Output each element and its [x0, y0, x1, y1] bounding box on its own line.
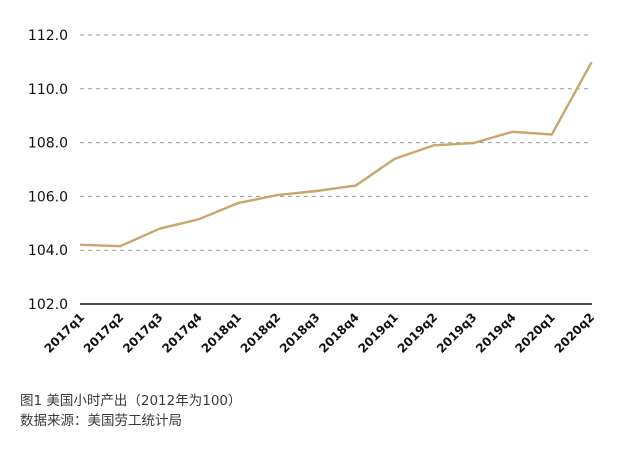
data-point-2019q2 — [432, 144, 436, 147]
x-tick-label: 2019q2 — [395, 310, 440, 355]
x-tick-label: 2019q4 — [473, 310, 518, 355]
y-tick-label: 110.0 — [28, 82, 68, 98]
data-point-2019q4 — [511, 130, 514, 134]
x-tick-label: 2018q2 — [238, 310, 283, 355]
x-tick-label: 2017q2 — [81, 310, 126, 355]
x-tick-label: 2020q1 — [512, 310, 557, 355]
x-tick-label: 2018q1 — [199, 310, 244, 355]
x-tick-label: 2018q4 — [316, 310, 361, 355]
data-source: 数据来源：美国劳工统计局 — [20, 413, 182, 429]
data-point-2020q1 — [550, 133, 553, 136]
x-tick-label: 2020q2 — [552, 310, 597, 355]
x-tick-label: 2018q3 — [277, 310, 322, 355]
data-point-2017q1 — [79, 243, 83, 247]
data-point-2018q3 — [315, 189, 318, 193]
x-tick-label: 2017q1 — [42, 310, 87, 355]
y-tick-label: 108.0 — [28, 136, 68, 152]
data-point-2017q4 — [197, 218, 200, 221]
x-axis: 2017q12017q22017q32017q42018q12018q22018… — [42, 303, 597, 356]
x-tick-label: 2019q1 — [355, 310, 400, 355]
data-point-2018q1 — [236, 201, 240, 205]
data-point-2018q2 — [275, 193, 279, 197]
y-tick-label: 104.0 — [28, 243, 68, 259]
x-tick-label: 2017q3 — [120, 310, 165, 355]
series — [79, 62, 593, 248]
y-tick-label: 112.0 — [28, 28, 68, 44]
data-point-2017q3 — [158, 227, 161, 230]
grid-lines — [80, 34, 592, 251]
figure-caption: 图1 美国小时产出（2012年为100） — [20, 393, 242, 409]
data-point-2017q2 — [119, 244, 122, 248]
data-point-2019q1 — [393, 157, 397, 160]
data-point-2019q3 — [472, 141, 475, 145]
y-axis: 102.0 104.0 106.0 108.0 110.0 112.0 — [28, 28, 68, 313]
y-tick-label: 102.0 — [28, 297, 68, 313]
data-point-2018q4 — [354, 184, 357, 187]
series-line — [79, 62, 593, 248]
data-point-2020q2 — [589, 62, 593, 65]
y-tick-label: 106.0 — [28, 189, 68, 205]
x-tick-label: 2017q4 — [159, 310, 204, 355]
x-tick-label: 2019q3 — [434, 310, 479, 355]
